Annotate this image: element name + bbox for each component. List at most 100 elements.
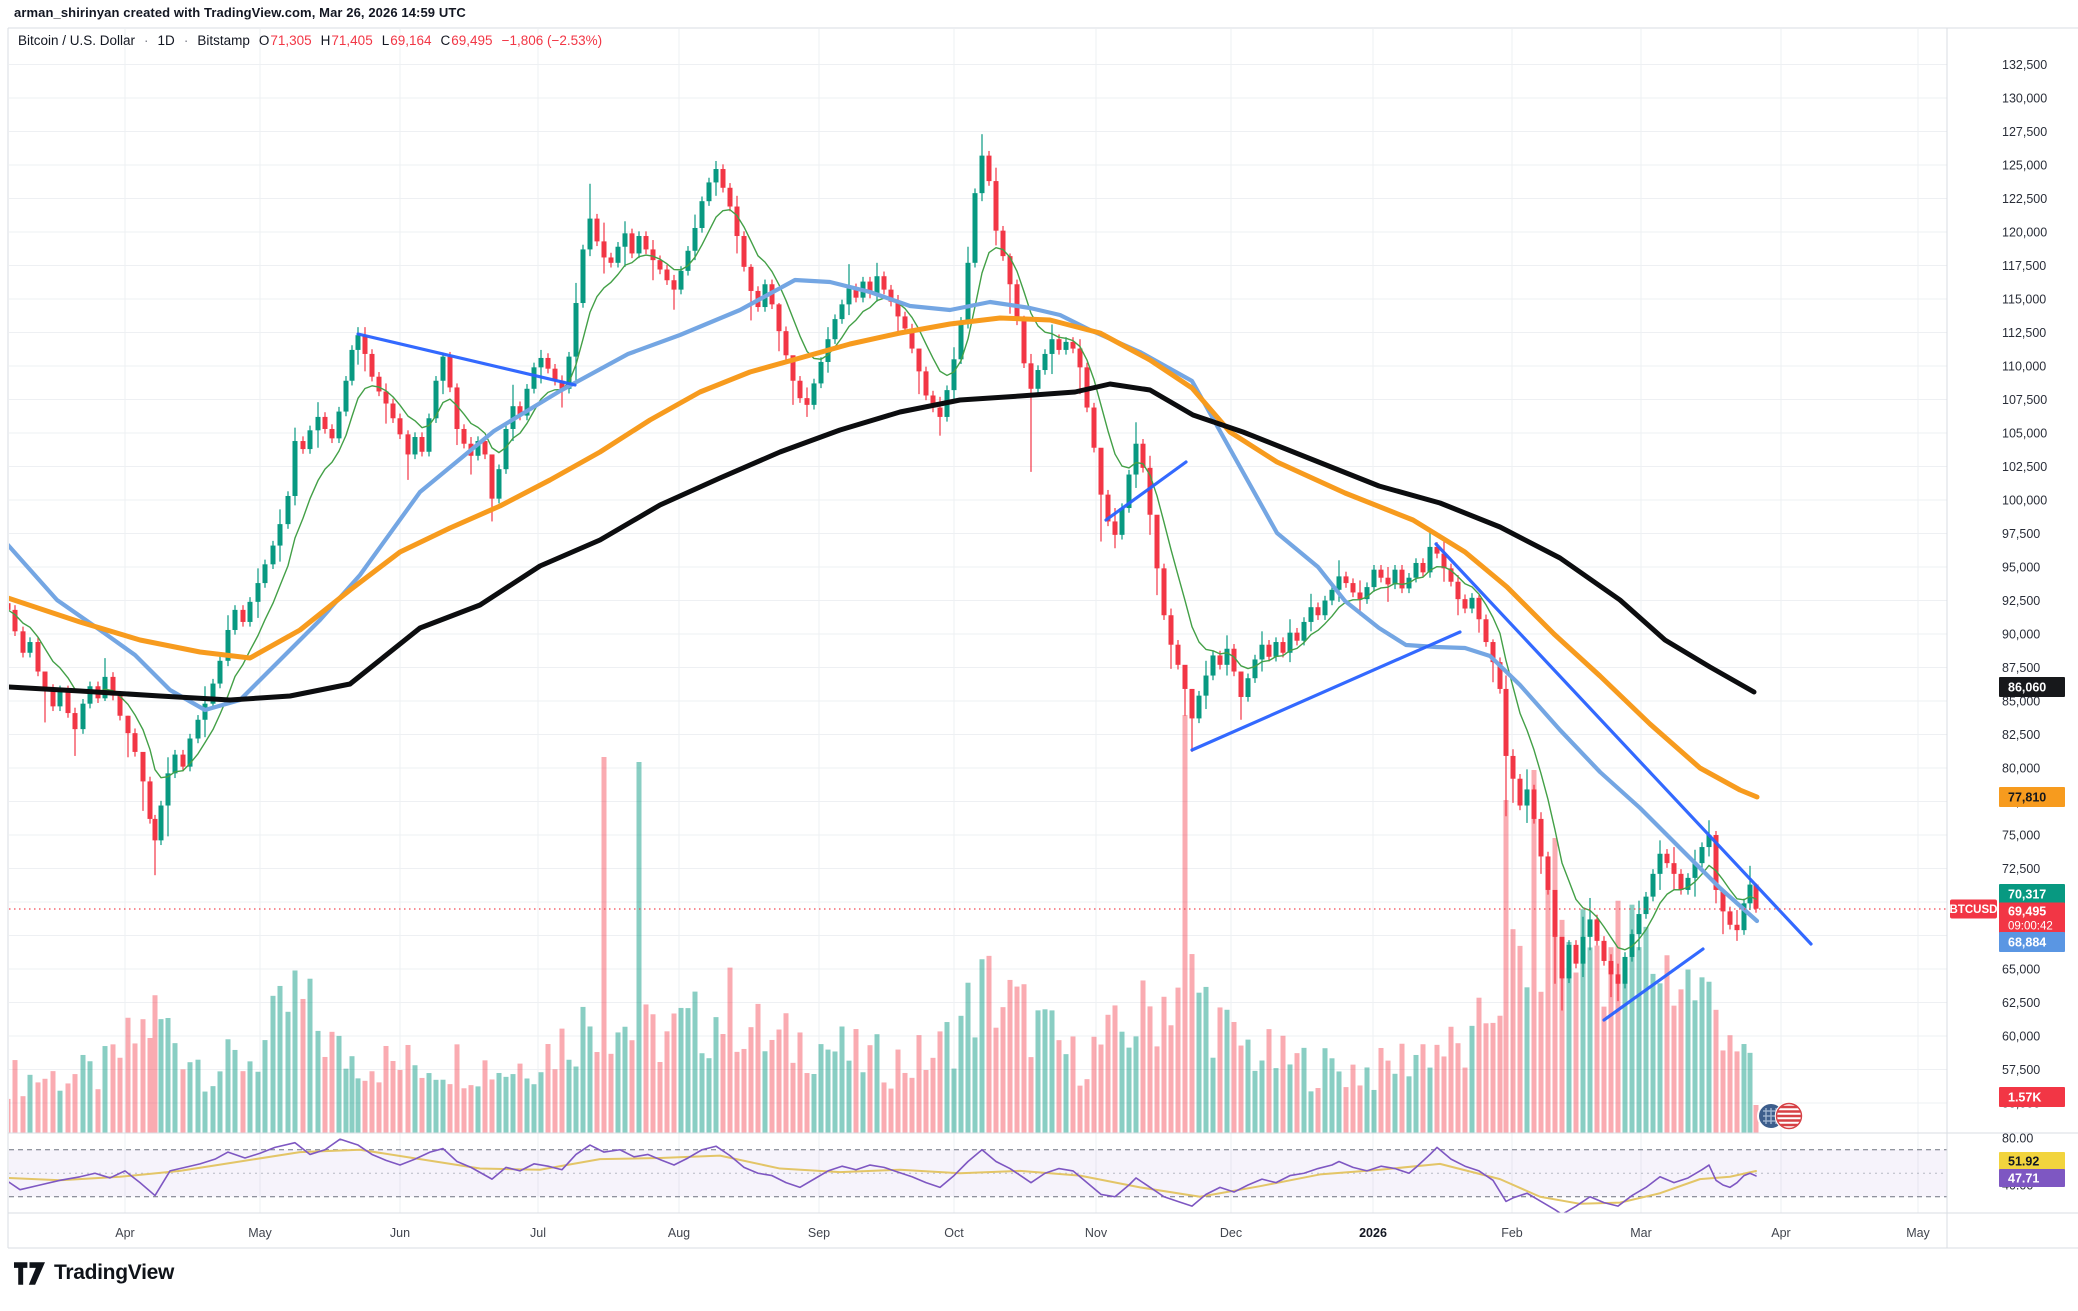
- rsi-line: [9, 1138, 1757, 1213]
- candle-body: [531, 367, 537, 389]
- axis-tag-value: 70,317: [2008, 888, 2046, 902]
- volume-bar: [147, 1037, 153, 1133]
- volume-bar: [1727, 1035, 1733, 1133]
- candle-body: [172, 754, 178, 774]
- volume-bar: [1091, 1036, 1097, 1133]
- volume-bar: [1643, 926, 1649, 1133]
- volume-bar: [608, 1053, 614, 1133]
- moving-averages: [9, 209, 1760, 951]
- price-tick-label: 75,000: [2002, 829, 2040, 843]
- axis-tag-bg: [1999, 677, 2065, 697]
- price-tick-label: 132,500: [2002, 58, 2047, 72]
- volume-bar: [1413, 1054, 1419, 1133]
- volume-bar: [307, 978, 313, 1133]
- volume-bar: [755, 1003, 761, 1133]
- volume-bar: [1378, 1047, 1384, 1133]
- volume-bar: [1056, 1040, 1062, 1133]
- month-label-2026: 2026: [1359, 1226, 1387, 1240]
- candle-body: [1566, 944, 1572, 979]
- candle-body: [706, 182, 712, 202]
- volume-bar: [1035, 1010, 1041, 1133]
- axis-tag-bg: [1999, 787, 2065, 807]
- price-tick-label: 82,500: [2002, 728, 2040, 742]
- volume-bar: [566, 1059, 572, 1133]
- trendline-4[interactable]: [1434, 542, 1813, 946]
- volume-bar: [1287, 1064, 1293, 1133]
- price-axis[interactable]: 55,00057,50060,00062,50065,00067,50070,0…: [2002, 58, 2047, 1111]
- volume-bar: [958, 1015, 964, 1133]
- volume-bar: [1014, 986, 1020, 1133]
- volume-bar: [993, 1027, 999, 1133]
- drawn-trendlines[interactable]: [356, 332, 1813, 1022]
- candle-body: [1350, 583, 1356, 593]
- volume-bar: [1747, 1052, 1753, 1133]
- volume-bar: [1252, 1070, 1258, 1133]
- candle-body: [580, 249, 586, 304]
- candle-body: [1245, 678, 1251, 697]
- candle-body: [923, 371, 929, 396]
- candle-body: [329, 428, 335, 439]
- price-tick-label: 90,000: [2002, 628, 2040, 642]
- volume-bar: [27, 1074, 33, 1133]
- candle-body: [27, 642, 33, 653]
- volume-bar: [937, 1031, 943, 1133]
- rsi-pane[interactable]: 80.0040.00: [8, 1132, 2033, 1215]
- volume-bar: [1678, 989, 1684, 1133]
- price-tick-label: 85,000: [2002, 695, 2040, 709]
- candle-body: [1070, 341, 1076, 349]
- candle-body: [1510, 755, 1516, 779]
- month-label-dec: Dec: [1220, 1226, 1242, 1240]
- symbol-title[interactable]: Bitcoin / U.S. Dollar: [18, 33, 136, 48]
- volume-bar: [195, 1059, 201, 1133]
- separator-dot: ·: [144, 33, 149, 48]
- candle-body: [277, 524, 283, 546]
- price-tick-label: 60,000: [2002, 1030, 2040, 1044]
- volume-bar: [433, 1079, 439, 1133]
- candle-body: [362, 335, 368, 354]
- volume-bar: [1119, 1031, 1125, 1133]
- volume-bar: [986, 955, 992, 1133]
- volume-bar: [292, 970, 298, 1133]
- volume-bar: [355, 1078, 361, 1133]
- volume-bar: [202, 1091, 208, 1133]
- trendline-1[interactable]: [356, 332, 577, 387]
- trendline-3[interactable]: [1190, 630, 1462, 752]
- ohlc-l: L 69,164: [381, 33, 432, 48]
- candle-body: [573, 303, 579, 357]
- volume-bar: [1182, 715, 1188, 1133]
- candle-body: [1329, 589, 1335, 601]
- volume-bar: [1615, 900, 1621, 1133]
- tradingview-logo[interactable]: TradingView: [14, 1261, 174, 1285]
- candle-body: [1105, 494, 1111, 522]
- price-tick-label: 80,000: [2002, 762, 2040, 776]
- volume-bar: [615, 1032, 621, 1133]
- volume-bar: [1601, 1006, 1607, 1133]
- volume-bar: [475, 1086, 481, 1133]
- time-axis[interactable]: Apr May Jun Jul Aug Sep Oct Nov Dec 2026 Feb Mar Apr…: [115, 1226, 1930, 1240]
- candle-body: [1364, 587, 1370, 600]
- volume-bar: [1175, 987, 1181, 1133]
- volume-bar: [1161, 996, 1167, 1133]
- volume-bar: [559, 1028, 565, 1133]
- candle-body: [1448, 568, 1454, 582]
- volume-bar: [247, 1061, 253, 1133]
- candle-body: [986, 155, 992, 182]
- trendline-5[interactable]: [1602, 947, 1705, 1022]
- candle-body: [369, 353, 375, 377]
- volume-bar: [426, 1073, 432, 1133]
- candle-body: [1238, 671, 1244, 697]
- trendline-2[interactable]: [1104, 460, 1188, 522]
- volume-bar: [315, 1030, 321, 1133]
- timeframe-label[interactable]: 1D: [157, 33, 175, 48]
- month-label-mar: Mar: [1630, 1226, 1652, 1240]
- rsi-tag-bg: [1999, 1169, 2065, 1187]
- candle-body: [35, 642, 41, 672]
- volume-bar: [1503, 800, 1509, 1133]
- candle-body: [496, 469, 502, 499]
- candle-body: [692, 227, 698, 251]
- candle-body: [972, 193, 978, 263]
- volume-bar: [1273, 1068, 1279, 1133]
- candle-body: [888, 289, 894, 302]
- symbol-name-tag: BTCUSD: [1950, 899, 1997, 919]
